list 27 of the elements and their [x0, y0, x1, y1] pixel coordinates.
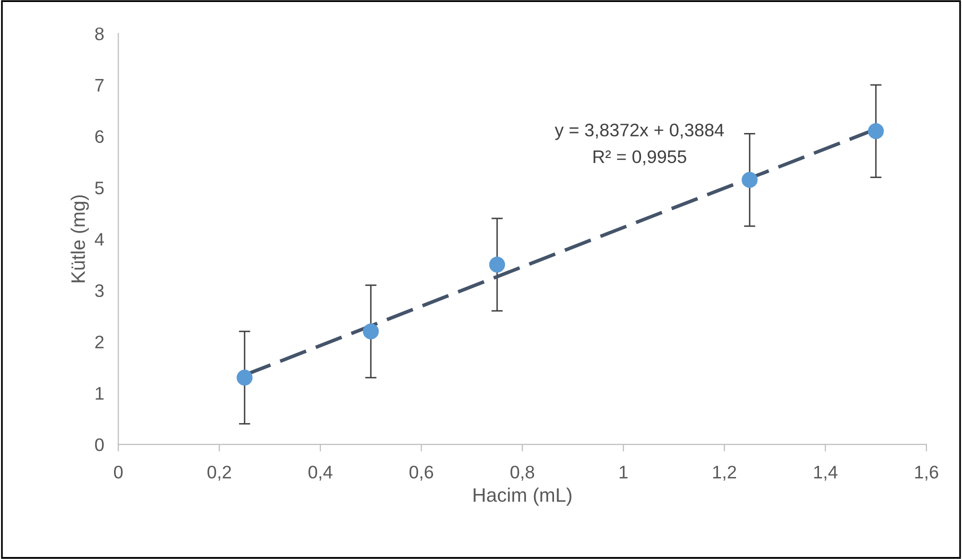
y-axis-title: Kütle (mg) [70, 195, 89, 282]
y-tick-label: 0 [95, 438, 104, 452]
annotation: R² = 0,9955 [594, 150, 686, 166]
y-tick-label: 1 [96, 387, 104, 400]
y-tick-label: 2 [95, 336, 104, 348]
x-tick-label: 1,4 [814, 466, 838, 481]
x-tick-label: 0,6 [410, 466, 434, 481]
x-tick-label: 0,4 [308, 466, 332, 481]
point [868, 123, 884, 140]
y-tick-label: 6 [95, 130, 104, 143]
annotation: y = 3,8372x + 0,3884 [554, 124, 724, 140]
y-tick-label: 7 [95, 79, 104, 92]
point [742, 172, 758, 188]
point [362, 323, 379, 340]
point [489, 256, 506, 273]
y-tick-label: 8 [95, 27, 104, 40]
x-tick-label: 1,6 [915, 466, 938, 481]
x-tick-label: 1 [620, 466, 628, 478]
x-tick-label: 0,8 [510, 466, 534, 481]
x-tick-label: 0,2 [207, 466, 231, 481]
y-tick-label: 5 [95, 182, 104, 194]
y-tick-label: 3 [95, 284, 104, 298]
x-axis-title: Hacim (mL) [474, 488, 572, 506]
x-tick-label: 0 [114, 466, 123, 478]
y-tick-label: 4 [94, 233, 104, 246]
point [236, 370, 253, 386]
x-tick-label: 1,2 [713, 466, 736, 481]
